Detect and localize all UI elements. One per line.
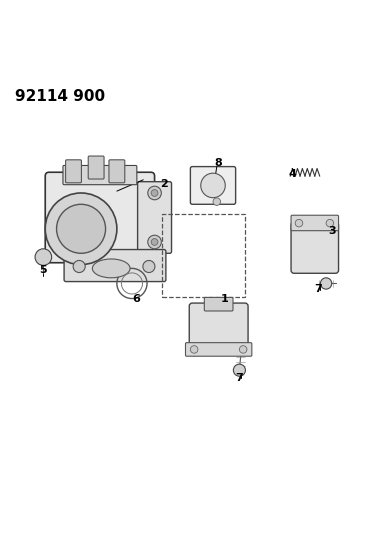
FancyBboxPatch shape [45, 172, 155, 263]
Circle shape [151, 239, 158, 245]
Ellipse shape [201, 173, 225, 198]
Circle shape [148, 186, 161, 200]
Text: 3: 3 [328, 225, 336, 236]
Text: 6: 6 [132, 294, 139, 304]
Text: 2: 2 [160, 179, 168, 189]
Text: 7: 7 [315, 284, 322, 294]
Circle shape [45, 193, 117, 264]
Text: 8: 8 [215, 158, 222, 168]
Text: 7: 7 [236, 373, 243, 383]
FancyBboxPatch shape [189, 303, 248, 351]
Text: 92114 900: 92114 900 [15, 90, 105, 104]
FancyBboxPatch shape [185, 343, 252, 356]
Circle shape [320, 278, 332, 289]
Circle shape [326, 220, 334, 227]
FancyBboxPatch shape [291, 222, 339, 273]
Text: 5: 5 [40, 265, 47, 275]
Circle shape [35, 249, 52, 265]
FancyBboxPatch shape [64, 249, 166, 281]
Circle shape [148, 235, 161, 249]
Circle shape [151, 190, 158, 196]
FancyBboxPatch shape [190, 167, 236, 204]
FancyBboxPatch shape [138, 182, 172, 253]
FancyBboxPatch shape [291, 215, 339, 231]
FancyBboxPatch shape [109, 160, 125, 183]
Circle shape [190, 346, 198, 353]
FancyBboxPatch shape [204, 297, 233, 311]
Circle shape [73, 261, 85, 272]
Text: 1: 1 [221, 294, 228, 304]
FancyBboxPatch shape [63, 165, 137, 185]
Circle shape [239, 346, 247, 353]
Text: 4: 4 [288, 169, 296, 179]
Circle shape [295, 220, 303, 227]
Circle shape [57, 204, 106, 253]
FancyBboxPatch shape [66, 160, 81, 183]
Circle shape [143, 261, 155, 272]
Circle shape [233, 364, 245, 376]
Ellipse shape [92, 259, 130, 278]
FancyBboxPatch shape [88, 156, 104, 179]
Circle shape [213, 198, 221, 205]
